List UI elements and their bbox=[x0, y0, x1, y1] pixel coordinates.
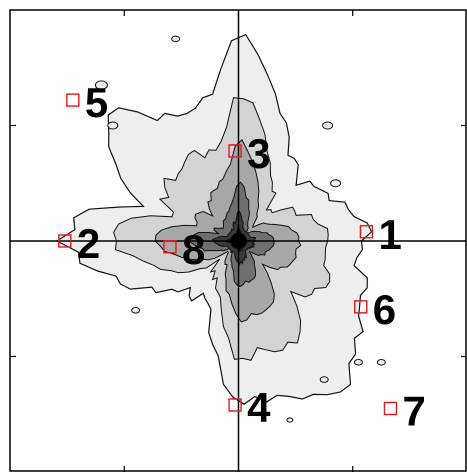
axes bbox=[9, 9, 467, 472]
marker-2: 2 bbox=[58, 220, 100, 267]
marker-label: 3 bbox=[247, 130, 270, 177]
contour-blob bbox=[131, 307, 141, 314]
contour-blob bbox=[107, 121, 119, 130]
marker-label: 8 bbox=[182, 226, 205, 273]
marker-label: 1 bbox=[378, 211, 401, 258]
contour-blob bbox=[94, 80, 108, 90]
contour-blob bbox=[376, 358, 386, 366]
contour-regions bbox=[55, 33, 386, 423]
contour-blob bbox=[353, 358, 363, 366]
markers: 1 2 3 4 5 6 7 8 bbox=[58, 79, 426, 434]
marker-square bbox=[228, 144, 242, 158]
marker-square bbox=[354, 300, 368, 314]
marker-square bbox=[58, 234, 72, 248]
marker-label: 5 bbox=[85, 79, 108, 126]
marker-square bbox=[163, 240, 177, 254]
marker-8: 8 bbox=[163, 226, 205, 273]
marker-1: 1 bbox=[359, 211, 402, 258]
marker-square bbox=[359, 225, 374, 239]
marker-4: 4 bbox=[228, 384, 271, 431]
marker-5: 5 bbox=[66, 79, 108, 126]
marker-square bbox=[228, 398, 242, 412]
marker-3: 3 bbox=[228, 130, 270, 177]
marker-label: 6 bbox=[373, 286, 396, 333]
marker-6: 6 bbox=[354, 286, 396, 333]
contour-blob bbox=[286, 417, 294, 423]
contour-blob bbox=[319, 376, 329, 383]
contour-blob bbox=[171, 35, 181, 43]
marker-label: 4 bbox=[247, 384, 271, 431]
contour-blob bbox=[330, 179, 342, 188]
marker-7: 7 bbox=[383, 387, 426, 434]
marker-label: 2 bbox=[77, 220, 100, 267]
marker-square bbox=[383, 401, 398, 416]
contour-blob bbox=[322, 121, 334, 130]
marker-label: 7 bbox=[402, 387, 425, 434]
marker-square bbox=[66, 93, 80, 107]
